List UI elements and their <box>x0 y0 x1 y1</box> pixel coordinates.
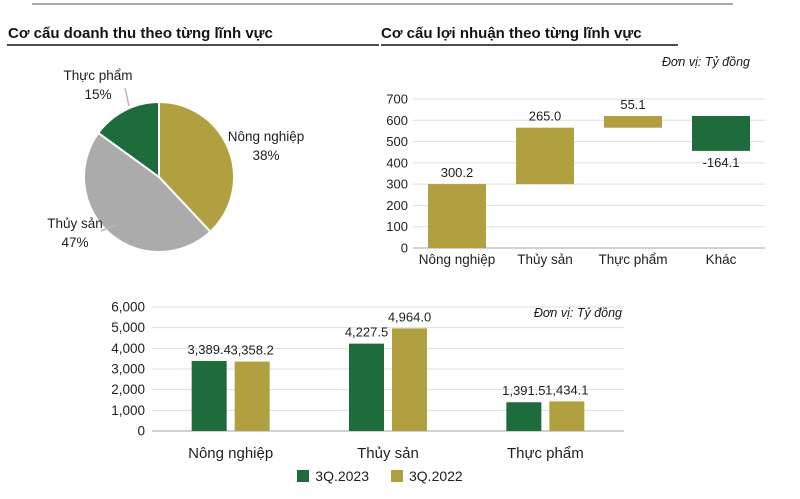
bar-3Q.2023-1 <box>191 360 227 431</box>
revenue-pie-chart <box>83 87 235 253</box>
profit-waterfall-chart: 0 100 200 300 400 500 600 700 300.2 Nông nghiệp 26… <box>386 92 765 267</box>
y-tick-label: 300 <box>386 177 408 192</box>
legend: 3Q.2023 3Q.2022 <box>100 468 660 484</box>
bar-value-label: 1,434.1 <box>545 382 588 397</box>
waterfall-bar-1 <box>428 184 486 248</box>
bar-3Q.2022-2 <box>392 328 427 431</box>
y-tick-label: 2,000 <box>111 382 145 397</box>
grouped-bar-unit-label: Đơn vị: Tỷ đồng <box>533 306 622 320</box>
bar-value-label: 265.0 <box>529 109 562 124</box>
bar-3Q.2023-2 <box>349 343 384 431</box>
bar-value-label: -164.1 <box>703 155 740 170</box>
pie-label-thuy-san-name: Thủy sản <box>47 216 103 231</box>
bar-3Q.2022-1 <box>234 361 270 431</box>
pie-label-thuy-san: Thủy sản 47% <box>15 214 135 252</box>
pie-label-thuc-pham-name: Thực phẩm <box>63 68 133 83</box>
y-tick-label: 600 <box>386 113 408 128</box>
legend-item-3q2022: 3Q.2022 <box>391 468 463 484</box>
y-tick-label: 3,000 <box>111 362 145 377</box>
pie-label-nong-nghiep-name: Nông nghiệp <box>227 129 305 144</box>
bar-value-label: 55.1 <box>620 97 645 112</box>
bar-value-label: 3,389.4 <box>187 342 230 357</box>
y-tick-label: 0 <box>401 241 408 256</box>
waterfall-unit-label: Đơn vị: Tỷ đồng <box>661 55 750 69</box>
x-category-label: Thực phẩm <box>507 445 584 462</box>
y-tick-label: 1,000 <box>111 403 145 418</box>
legend-label-3q2023: 3Q.2023 <box>315 468 369 484</box>
waterfall-bar-3 <box>604 115 662 128</box>
bar-value-label: 300.2 <box>441 165 474 180</box>
bar-value-label: 4,227.5 <box>345 325 388 340</box>
bar-3Q.2023-3 <box>506 402 542 431</box>
pie-label-thuc-pham-pct: 15% <box>84 87 112 102</box>
y-tick-label: 500 <box>386 134 408 149</box>
y-tick-label: 700 <box>386 92 408 107</box>
legend-swatch-3q2022 <box>391 470 403 482</box>
leader-line-thuc-pham <box>124 87 130 107</box>
pie-slice-3 <box>97 101 160 178</box>
bar-3Q.2022-3 <box>549 401 585 431</box>
waterfall-chart-title: Cơ cấu lợi nhuận theo từng lĩnh vực <box>381 25 642 42</box>
pie-label-nong-nghiep-pct: 38% <box>252 148 280 163</box>
y-tick-label: 4,000 <box>111 341 145 356</box>
waterfall-bar-2 <box>516 127 574 185</box>
y-tick-label: 400 <box>386 155 408 170</box>
bar-value-label: 1,391.5 <box>502 383 545 398</box>
top-divider-rule <box>32 3 733 5</box>
pie-label-nong-nghiep: Nông nghiệp 38% <box>206 127 326 165</box>
x-category-label: Thực phẩm <box>598 252 667 267</box>
pie-label-thuy-san-pct: 47% <box>61 235 89 250</box>
x-category-label: Khác <box>706 252 737 267</box>
y-tick-label: 0 <box>137 424 145 439</box>
legend-label-3q2022: 3Q.2022 <box>409 468 463 484</box>
y-tick-label: 100 <box>386 219 408 234</box>
legend-swatch-3q2023 <box>297 470 310 482</box>
pie-slice-1 <box>158 101 235 233</box>
x-category-label: Nông nghiệp <box>188 445 273 462</box>
pie-slice-2 <box>83 131 212 253</box>
x-category-label: Thủy sản <box>357 445 419 462</box>
waterfall-bar-4 <box>692 115 750 151</box>
leader-line-thuy-san <box>100 224 117 232</box>
bar-value-label: 4,964.0 <box>388 309 431 324</box>
waterfall-title-underline <box>381 44 678 46</box>
y-tick-label: 200 <box>386 198 408 213</box>
pie-title-underline <box>7 44 379 46</box>
pie-chart-title: Cơ cấu doanh thu theo từng lĩnh vực <box>8 25 273 42</box>
revenue-grouped-bar-chart: 0 1,000 2,000 3,000 4,000 5,000 6,000 3,389.4 3,… <box>111 300 624 462</box>
pie-label-thuc-pham: Thực phẩm 15% <box>38 66 158 104</box>
legend-item-3q2023: 3Q.2023 <box>297 468 369 484</box>
bar-value-label: 3,358.2 <box>230 343 273 358</box>
y-tick-label: 5,000 <box>111 320 145 335</box>
x-category-label: Thủy sản <box>517 252 573 267</box>
x-category-label: Nông nghiệp <box>419 252 496 267</box>
y-tick-label: 6,000 <box>111 300 145 315</box>
